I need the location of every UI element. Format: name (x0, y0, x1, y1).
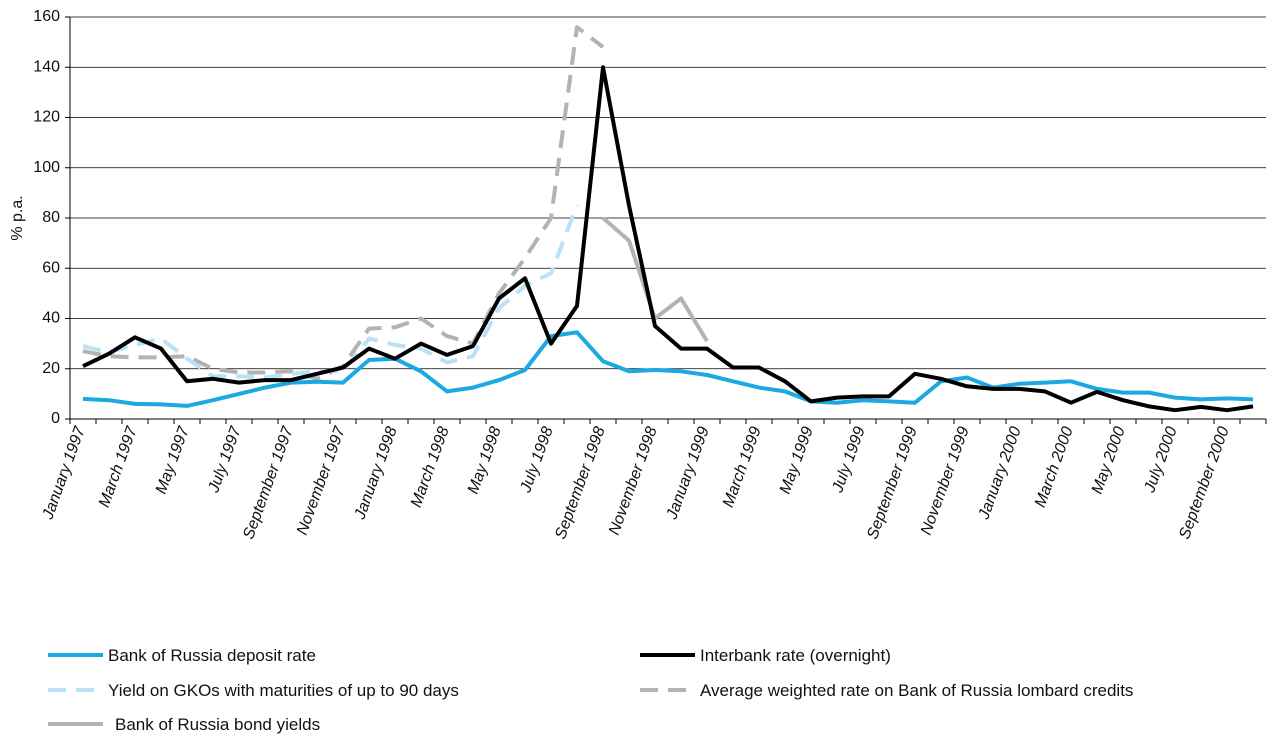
x-tick-label: March 1997 (96, 424, 141, 510)
x-tick-label: March 1999 (720, 424, 765, 509)
x-tick-label: January 1999 (663, 424, 713, 522)
legend-label: Bank of Russia deposit rate (108, 646, 316, 665)
x-tick-label: September 2000 (1176, 424, 1232, 541)
y-tick-label: 160 (33, 8, 60, 25)
x-tick-label: January 2000 (975, 424, 1025, 522)
x-tick-label: September 1999 (864, 424, 920, 541)
x-tick-label: May 1997 (153, 424, 193, 497)
series-lines (82, 25, 1254, 413)
legend-label: Interbank rate (overnight) (700, 646, 891, 665)
y-axis-ticks: 0 20 40 60 80 100 120 140 160 (33, 8, 71, 427)
x-tick-label: November 1999 (918, 424, 973, 537)
x-tick-label: July 1998 (517, 424, 557, 495)
x-tick-label: May 1998 (465, 424, 505, 496)
series-line-3 (82, 25, 605, 381)
x-tick-label: September 1997 (240, 424, 297, 542)
x-tick-label: March 1998 (408, 424, 453, 509)
y-tick-label: 120 (33, 109, 60, 126)
x-tick-label: July 1999 (829, 424, 869, 495)
y-tick-label: 20 (42, 360, 60, 377)
legend-label: Bank of Russia bond yields (115, 715, 320, 734)
legend-label: Yield on GKOs with maturities of up to 9… (108, 681, 459, 700)
gridlines (70, 16, 1266, 370)
x-tick-label: May 2000 (1089, 424, 1129, 496)
y-axis-label: % p.a. (9, 195, 26, 240)
y-tick-label: 80 (42, 209, 60, 226)
x-tick-label: May 1999 (777, 424, 817, 496)
x-tick-label: September 1998 (552, 424, 608, 541)
x-axis-ticks: January 1997 March 1997 May 1997 July 1997S… (39, 419, 1267, 542)
x-tick-label: July 2000 (1141, 424, 1181, 495)
y-tick-label: 40 (42, 310, 60, 327)
x-tick-label: March 2000 (1032, 424, 1077, 509)
x-tick-label: January 1998 (351, 424, 401, 522)
series-line-0 (82, 330, 1254, 408)
x-tick-label: November 1998 (606, 424, 661, 537)
y-tick-label: 60 (42, 259, 60, 276)
x-tick-label: July 1997 (205, 424, 245, 496)
y-tick-label: 100 (33, 159, 60, 176)
y-tick-label: 140 (33, 58, 60, 75)
series-line-1 (82, 65, 1254, 413)
x-tick-label: November 1997 (294, 424, 349, 538)
y-tick-label: 0 (51, 410, 60, 427)
legend: Bank of Russia deposit rate Interbank rat… (48, 646, 1133, 734)
legend-label: Average weighted rate on Bank of Russia … (700, 681, 1133, 700)
x-tick-label: January 1997 (39, 424, 89, 523)
